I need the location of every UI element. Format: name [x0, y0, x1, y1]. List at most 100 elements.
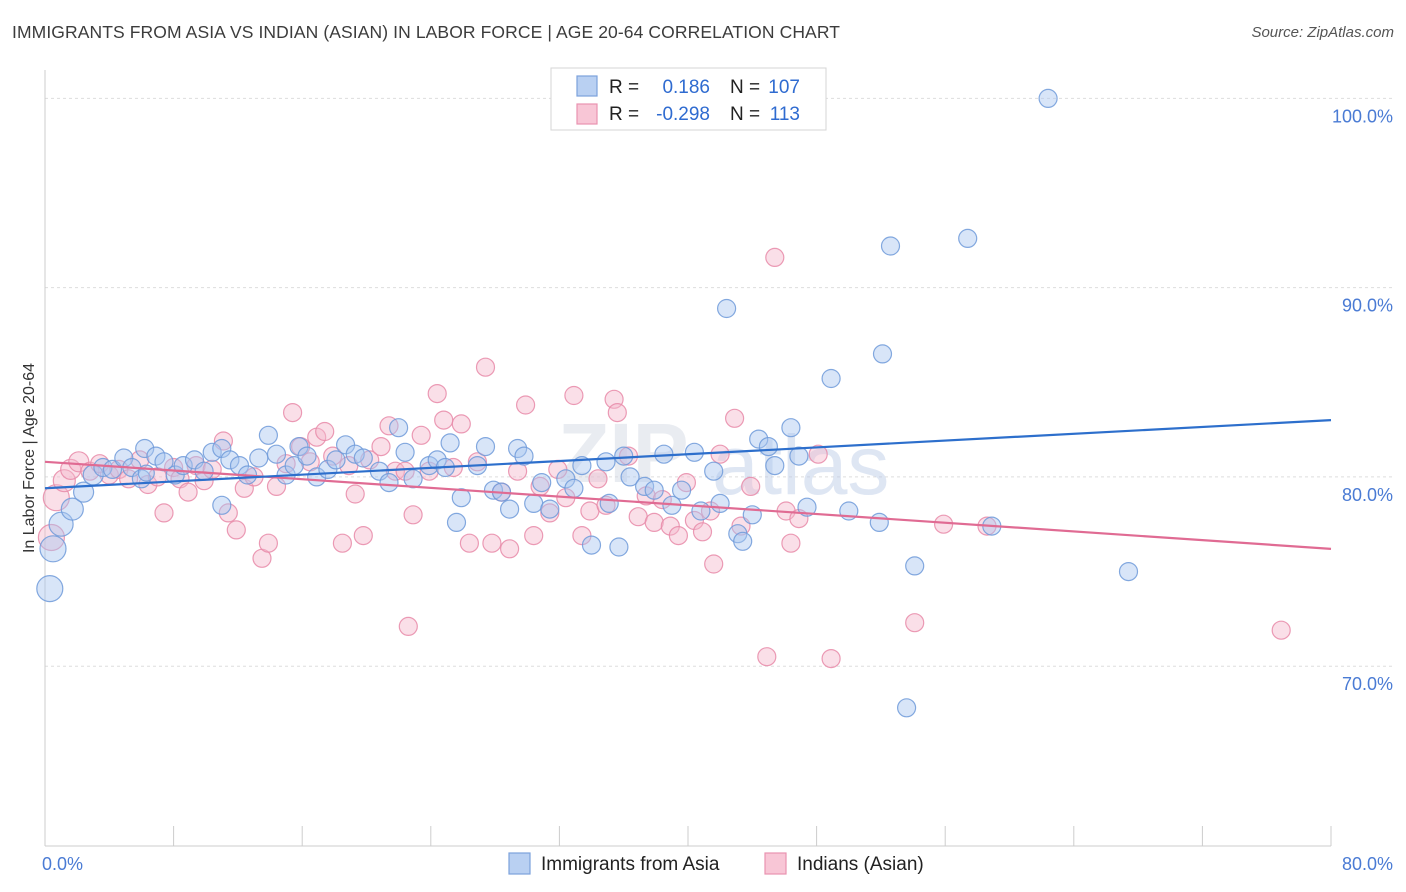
point-indian-38: [353, 525, 373, 546]
point-indian-78: [668, 525, 689, 546]
point-indian-88: [757, 647, 777, 667]
stats-legend-n-value-asia: 107: [768, 77, 800, 98]
point-asia-75: [704, 461, 724, 481]
point-asia-12: [135, 438, 155, 459]
point-indian-54: [475, 357, 496, 377]
point-indian-40: [371, 437, 391, 457]
point-indian-87: [741, 476, 761, 496]
point-indian-46: [411, 425, 431, 445]
point-asia-93: [896, 698, 917, 718]
stats-legend-n-label-asia: N =: [730, 77, 760, 98]
point-indian-45: [403, 505, 423, 525]
point-asia-0: [36, 574, 64, 603]
point-indian-67: [580, 501, 600, 521]
x-tick-label-max: 80.0%: [1342, 854, 1393, 874]
point-indian-29: [283, 403, 303, 423]
point-asia-54: [507, 438, 528, 459]
point-asia-1: [39, 535, 67, 563]
point-asia-57: [532, 473, 552, 493]
point-asia-66: [614, 446, 634, 466]
stats-legend-r-value-indian: -0.298: [656, 104, 710, 125]
point-asia-85: [789, 446, 809, 466]
point-asia-27: [266, 444, 287, 464]
stats-legend-swatch-indian: [576, 103, 598, 125]
point-asia-73: [684, 442, 705, 462]
point-asia-81: [749, 429, 769, 449]
stats-legend-n-label-indian: N =: [730, 104, 760, 125]
point-asia-51: [483, 480, 504, 500]
point-indian-89: [765, 247, 785, 267]
stats-legend-swatch-asia: [576, 75, 598, 97]
point-indian-60: [524, 525, 544, 546]
point-asia-83: [765, 456, 785, 476]
stats-legend-box: R = 0.186 N = 107 R = -0.298 N = 113: [550, 67, 827, 131]
point-asia-65: [609, 537, 629, 557]
point-asia-25: [249, 448, 269, 468]
stats-legend-n-value-indian: 113: [770, 104, 800, 125]
point-indian-55: [482, 533, 502, 553]
point-asia-56: [524, 493, 544, 513]
point-asia-94: [905, 556, 925, 576]
chart-source: Source: ZipAtlas.com: [1251, 24, 1394, 41]
point-indian-68: [588, 469, 608, 489]
y-tick-labels: 70.0% 80.0% 90.0% 100.0%: [1332, 106, 1393, 694]
point-asia-44: [427, 450, 447, 470]
point-indian-93: [808, 444, 828, 464]
point-indian-16: [178, 482, 198, 502]
trend-line-asia: [44, 419, 1332, 490]
point-asia-72: [671, 480, 692, 500]
point-indian-98: [1271, 620, 1291, 640]
point-indian-95: [905, 613, 925, 633]
point-asia-48: [451, 488, 471, 508]
chart-title: IMMIGRANTS FROM ASIA VS INDIAN (ASIAN) I…: [12, 22, 841, 42]
bottom-legend: Immigrants from Asia Indians (Asian): [508, 852, 924, 875]
point-asia-79: [733, 531, 753, 551]
point-indian-41: [379, 416, 399, 436]
point-asia-69: [644, 480, 664, 500]
point-indian-57: [500, 539, 520, 559]
y-tick-label-70: 70.0%: [1342, 674, 1393, 694]
trend-lines: [44, 419, 1332, 550]
x-tick-marks: [44, 826, 1332, 846]
point-asia-92: [880, 236, 901, 256]
point-asia-31: [297, 446, 317, 466]
point-indian-13: [154, 503, 174, 523]
grid-lines: [45, 97, 1392, 667]
point-asia-42: [403, 469, 423, 489]
point-indian-26: [258, 533, 278, 553]
point-asia-84: [781, 418, 801, 438]
x-tick-labels: 0.0% 80.0%: [42, 854, 1393, 874]
point-asia-62: [581, 535, 602, 555]
point-indian-52: [459, 533, 479, 553]
point-asia-55: [514, 446, 534, 466]
point-asia-3: [60, 497, 84, 521]
point-asia-7: [102, 459, 123, 479]
point-asia-63: [596, 452, 616, 472]
point-asia-86: [797, 497, 817, 517]
point-indian-0: [37, 523, 66, 552]
point-asia-95: [958, 228, 978, 248]
point-asia-37: [353, 448, 373, 468]
point-indian-94: [821, 648, 841, 669]
bottom-legend-swatch-indian: [764, 852, 787, 875]
point-indian-33: [315, 421, 335, 442]
point-asia-50: [475, 437, 496, 457]
point-indian-59: [515, 395, 536, 415]
point-indian-84: [710, 444, 730, 464]
point-indian-51: [451, 414, 471, 434]
point-indian-21: [218, 503, 238, 523]
point-asia-67: [620, 467, 640, 487]
point-indian-73: [628, 507, 648, 527]
point-asia-46: [440, 433, 460, 453]
bottom-legend-label-asia: Immigrants from Asia: [541, 854, 720, 875]
series-immigrants-from-asia-points: [36, 88, 1139, 718]
y-tick-label-90: 90.0%: [1342, 296, 1393, 316]
point-indian-81: [692, 522, 713, 542]
point-asia-82: [758, 437, 779, 457]
point-indian-96: [933, 514, 954, 534]
x-tick-label-min: 0.0%: [42, 854, 83, 874]
point-indian-71: [607, 403, 627, 423]
point-asia-39: [379, 473, 399, 493]
point-asia-58: [540, 499, 560, 519]
